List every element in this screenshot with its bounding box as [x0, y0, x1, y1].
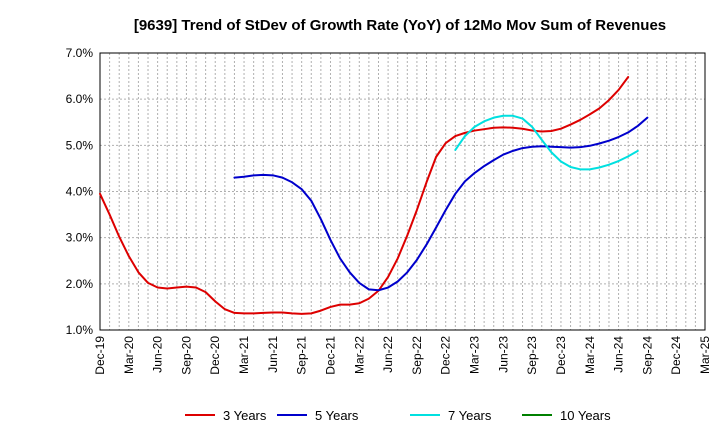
x-tick-label: Mar-23 — [468, 336, 482, 374]
x-tick-label: Dec-20 — [208, 336, 222, 375]
legend-label-3-years: 3 Years — [223, 408, 267, 423]
series-line-5-years — [233, 116, 649, 292]
x-tick-label: Sep-23 — [525, 336, 539, 375]
x-tick-label: Dec-24 — [669, 336, 683, 375]
x-tick-label: Sep-21 — [295, 336, 309, 375]
x-tick-label: Dec-21 — [323, 336, 337, 375]
chart-title: [9639] Trend of StDev of Growth Rate (Yo… — [134, 17, 666, 34]
series-line-7-years — [454, 114, 639, 171]
series-line-3-years — [99, 76, 630, 315]
y-axis-tick-labels: 1.0% 2.0% 3.0% 4.0% 5.0% 6.0% 7.0% — [66, 46, 94, 337]
legend-label-5-years: 5 Years — [315, 408, 359, 423]
y-tick-label: 1.0% — [66, 323, 94, 337]
x-tick-label: Mar-22 — [352, 336, 366, 374]
x-tick-label: Dec-19 — [93, 336, 107, 375]
x-tick-label: Jun-24 — [612, 336, 626, 373]
plot-area-frame — [99, 52, 706, 331]
x-tick-label: Sep-22 — [410, 336, 424, 375]
x-tick-label: Jun-21 — [266, 336, 280, 373]
x-tick-label: Dec-22 — [439, 336, 453, 375]
x-tick-label: Dec-23 — [554, 336, 568, 375]
x-tick-label: Jun-22 — [381, 336, 395, 373]
legend-label-10-years: 10 Years — [560, 408, 611, 423]
x-tick-label: Mar-24 — [583, 336, 597, 374]
x-tick-label: Mar-20 — [122, 336, 136, 374]
y-tick-label: 5.0% — [66, 138, 94, 152]
legend: 3 Years 5 Years 7 Years 10 Years — [185, 408, 611, 423]
x-axis-tick-labels: Dec-19 Mar-20 Jun-20 Sep-20 Dec-20 Mar-21 Jun-… — [93, 336, 712, 375]
grid-lines — [100, 53, 705, 330]
x-tick-label: Sep-20 — [179, 336, 193, 375]
y-tick-label: 7.0% — [66, 46, 94, 60]
y-tick-label: 3.0% — [66, 231, 94, 245]
x-tick-label: Sep-24 — [640, 336, 654, 375]
series-lines — [99, 76, 649, 315]
y-tick-label: 2.0% — [66, 277, 94, 291]
legend-label-7-years: 7 Years — [448, 408, 492, 423]
x-tick-label: Jun-23 — [496, 336, 510, 373]
x-tick-label: Mar-25 — [698, 336, 712, 374]
x-tick-label: Mar-21 — [237, 336, 251, 374]
x-tick-label: Jun-20 — [151, 336, 165, 373]
y-tick-label: 4.0% — [66, 185, 94, 199]
y-tick-label: 6.0% — [66, 92, 94, 106]
